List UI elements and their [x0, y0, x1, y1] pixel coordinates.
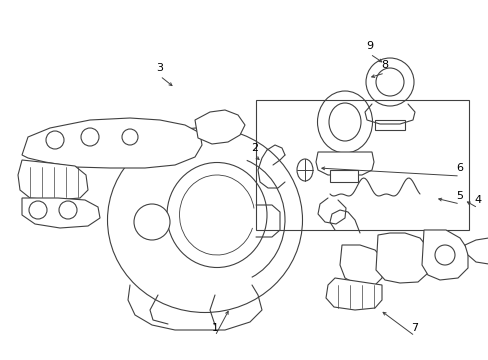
Circle shape [134, 204, 170, 240]
Text: 9: 9 [366, 41, 373, 51]
Polygon shape [325, 278, 381, 310]
Polygon shape [339, 245, 381, 285]
Ellipse shape [365, 58, 413, 106]
Ellipse shape [167, 162, 266, 267]
Polygon shape [22, 118, 202, 168]
Text: 7: 7 [410, 323, 418, 333]
Text: 5: 5 [456, 191, 463, 201]
Text: 2: 2 [251, 143, 258, 153]
Text: 4: 4 [473, 195, 481, 205]
Bar [329, 170, 357, 182]
Polygon shape [421, 230, 467, 280]
Circle shape [29, 201, 47, 219]
Ellipse shape [107, 127, 302, 312]
Ellipse shape [328, 103, 360, 141]
Polygon shape [375, 233, 427, 283]
Ellipse shape [296, 159, 312, 181]
Bar [374, 120, 404, 130]
Polygon shape [22, 198, 100, 228]
Polygon shape [315, 152, 373, 175]
Polygon shape [464, 237, 488, 265]
Polygon shape [195, 110, 244, 144]
Text: 8: 8 [381, 60, 388, 70]
Circle shape [122, 129, 138, 145]
Text: 6: 6 [456, 163, 463, 173]
Bar [256, 100, 468, 230]
Text: 1: 1 [211, 323, 218, 333]
Ellipse shape [375, 68, 403, 96]
Text: 3: 3 [156, 63, 163, 73]
Polygon shape [18, 160, 88, 200]
Circle shape [46, 131, 64, 149]
Ellipse shape [317, 91, 372, 153]
Circle shape [434, 245, 454, 265]
Circle shape [59, 201, 77, 219]
Circle shape [81, 128, 99, 146]
